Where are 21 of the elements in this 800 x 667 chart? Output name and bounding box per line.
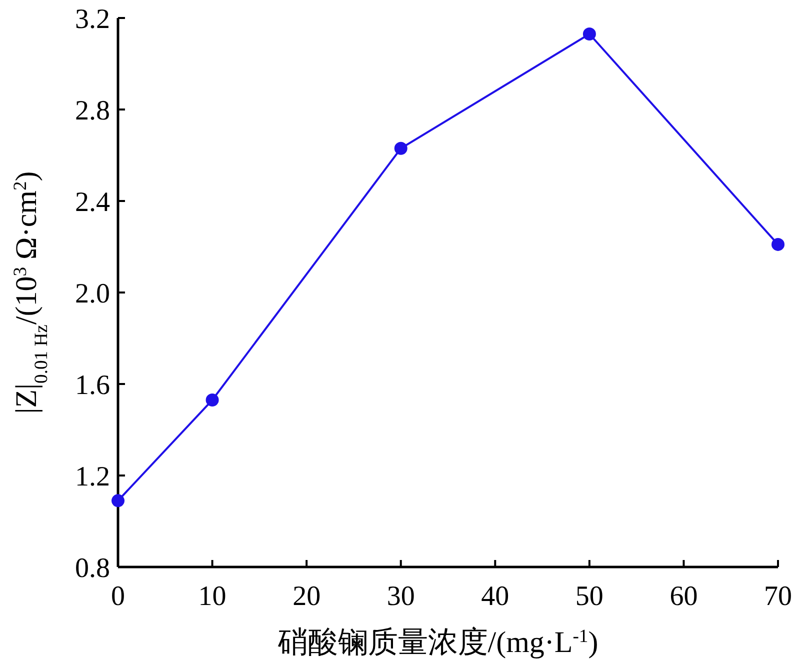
y-tick-label: 2.4 bbox=[75, 187, 110, 218]
x-tick-label: 30 bbox=[386, 581, 415, 612]
x-tick-label: 70 bbox=[764, 581, 792, 612]
point bbox=[394, 142, 408, 155]
x-tick-label: 50 bbox=[575, 581, 604, 612]
x-tick-label: 40 bbox=[481, 581, 510, 612]
x-tick-label: 20 bbox=[292, 581, 321, 612]
x-tick-label: 0 bbox=[111, 581, 125, 612]
point bbox=[582, 28, 596, 41]
x-tick-label: 60 bbox=[670, 581, 698, 612]
x-tick-label: 10 bbox=[198, 581, 226, 612]
point bbox=[206, 394, 219, 407]
point bbox=[112, 494, 124, 508]
y-tick-label: 1.2 bbox=[75, 462, 110, 492]
y-tick-label: 0.8 bbox=[75, 553, 110, 584]
y-tick-label: 2.0 bbox=[75, 278, 110, 310]
y-tick-label: 1.6 bbox=[75, 370, 110, 401]
y-tick-label: 2.8 bbox=[75, 96, 110, 126]
x-axis-title: 硝酸镧质量浓度/(mg·L$^{-1}$) bbox=[276, 626, 598, 659]
y-tick-label: 3.2 bbox=[75, 4, 110, 35]
point bbox=[772, 238, 784, 251]
